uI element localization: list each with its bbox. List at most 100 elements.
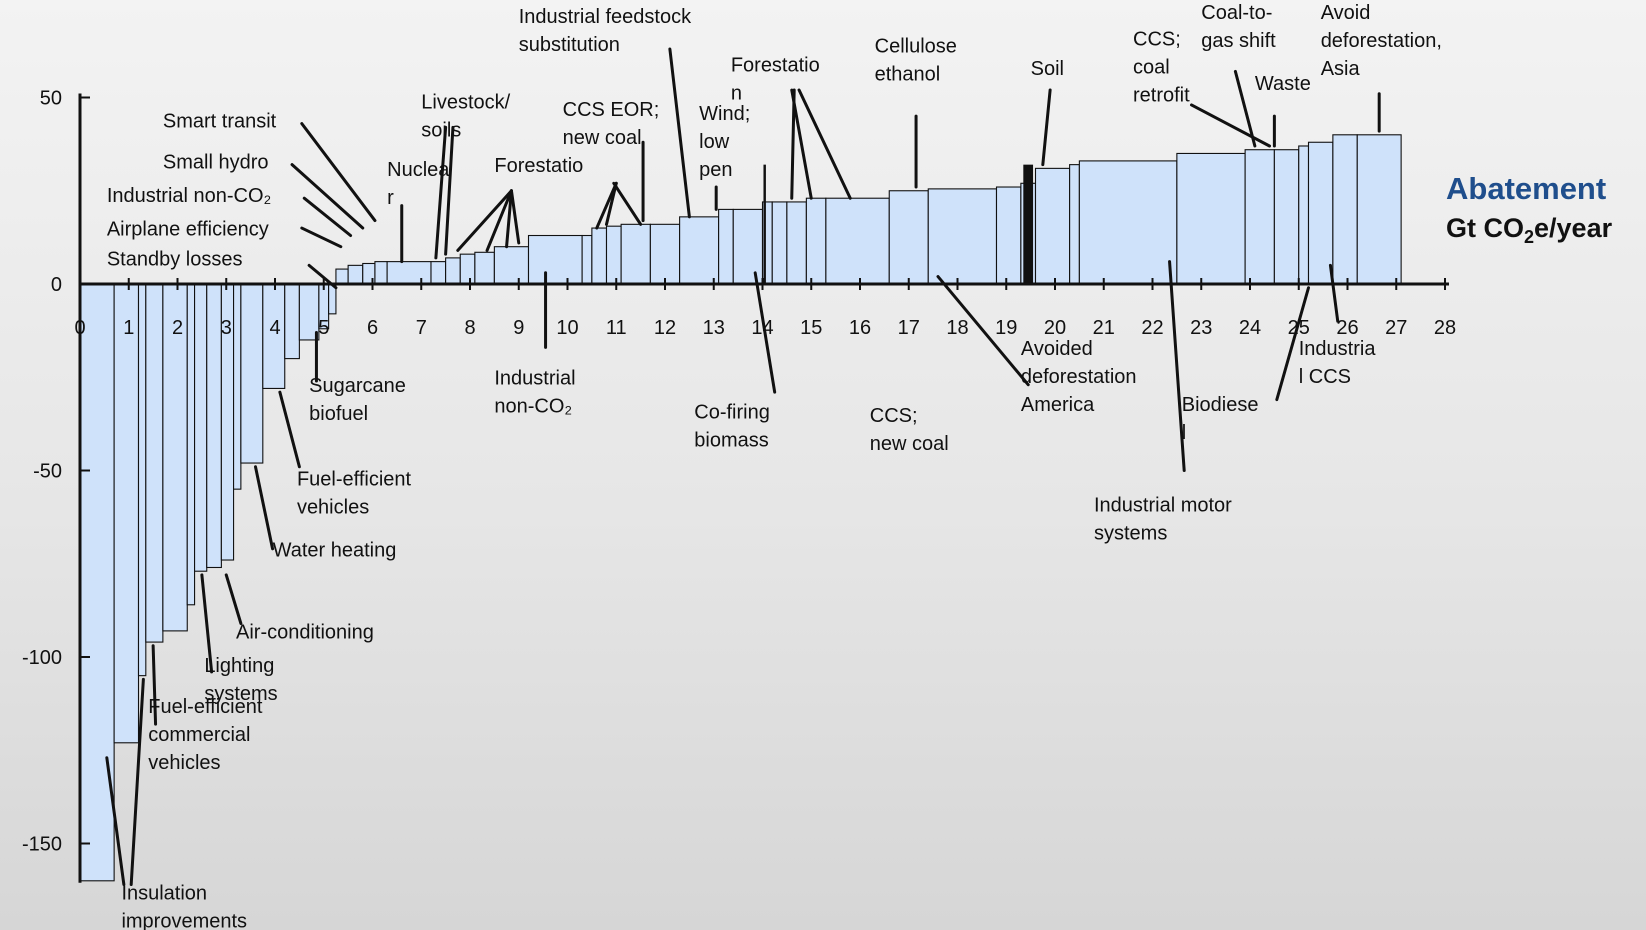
bar-47	[1176, 152, 1246, 285]
annotation-forestation-c-line-0: Forestatio	[731, 54, 820, 76]
leader-air-conditioning-0	[224, 573, 243, 625]
bar-16	[335, 268, 349, 285]
x-tick-label-1: 1	[123, 317, 134, 339]
leader-ccs-new-coal-0	[936, 275, 1030, 387]
bar-39	[825, 197, 890, 285]
bar-2	[137, 283, 147, 677]
annotation-industrial-motor-line-1: systems	[1094, 523, 1167, 545]
annotation-livestock-line-0: Livestock/	[421, 92, 510, 114]
annotation-ccs-coal-retrofit-line-1: coal	[1133, 56, 1170, 78]
bar-26	[527, 234, 583, 285]
y-tick-label-2: -50	[33, 461, 62, 483]
annotation-forestation-a-line-0: Forestatio	[494, 155, 583, 177]
unit-prefix: Gt CO	[1446, 213, 1524, 243]
bar-5	[186, 283, 196, 606]
annotation-airplane-line-0: Airplane efficiency	[107, 219, 269, 241]
leader-smart-transit-0	[300, 122, 377, 223]
x-tick-label-28: 28	[1434, 317, 1456, 339]
leader-airplane-0	[300, 226, 343, 249]
annotation-biodiesel-line-1: l	[1182, 422, 1186, 444]
y-tick-label-3: -100	[22, 647, 62, 669]
annotation-ccs-eor: CCS EOR; new coal	[563, 99, 660, 149]
bar-21	[430, 261, 447, 285]
annotation-waste: Waste	[1255, 73, 1311, 95]
annotation-wind: Wind; low pen	[699, 103, 750, 181]
bar-34	[732, 208, 764, 285]
annotation-livestock-line-1: soils	[421, 120, 461, 142]
bar-24	[474, 251, 495, 285]
x-tick-label-25: 25	[1288, 317, 1310, 339]
bar-41	[927, 188, 998, 285]
annotation-water-heating: Water heating	[273, 539, 397, 561]
x-tick-label-4: 4	[269, 317, 280, 339]
leader-insulation-1	[129, 677, 145, 887]
annotation-forestation-c: Forestatio n	[731, 54, 820, 104]
bar-40	[888, 190, 929, 285]
annotation-biodiesel: Biodiese l	[1182, 394, 1259, 444]
bar-1	[113, 283, 140, 744]
annotation-small-hydro-line-0: Small hydro	[163, 151, 269, 173]
annotation-industrial-ccs-line-0: Industria	[1299, 338, 1377, 360]
bar-51	[1307, 141, 1334, 285]
x-tick-label-15: 15	[800, 317, 822, 339]
x-tick-label-21: 21	[1093, 317, 1115, 339]
annotation-cellulose-line-0: Cellulose	[875, 36, 957, 58]
annotation-biodiesel-line-0: Biodiese	[1182, 394, 1259, 416]
unit-subscript: 2	[1524, 227, 1534, 247]
annotation-forestation-c-line-1: n	[731, 82, 742, 104]
leader-industrial-feedstock-0	[668, 47, 691, 219]
annotation-ccs-eor-line-0: CCS EOR;	[563, 99, 660, 121]
annotation-soil-line-0: Soil	[1031, 58, 1064, 80]
bar-53	[1356, 134, 1402, 285]
bar-30	[620, 223, 651, 285]
annotation-fuel-efficient-vehicles: Fuel-efficient vehicles	[297, 468, 412, 518]
annotation-ccs-coal-retrofit-line-2: retrofit	[1133, 84, 1190, 106]
bar-20	[386, 261, 432, 285]
x-tick-label-8: 8	[464, 317, 475, 339]
x-tick-label-27: 27	[1385, 317, 1407, 339]
annotation-livestock: Livestock/soils	[421, 92, 510, 142]
bar-36	[771, 201, 788, 285]
annotation-standby-losses-line-0: Standby losses	[107, 248, 243, 270]
annotation-avoid-asia-line-2: Asia	[1321, 58, 1361, 80]
x-tick-label-0: 0	[74, 317, 85, 339]
annotation-industrial-non-co2-b-line-0: Industrial	[494, 368, 575, 390]
bar-4	[162, 283, 188, 632]
bar-3	[145, 283, 164, 643]
labels-layer: Insulation improvements Fuel-efficient comm…	[107, 2, 1442, 930]
bar-28	[591, 227, 608, 285]
annotation-waste-line-0: Waste	[1255, 73, 1311, 95]
annotation-ccs-new-coal-line-1: new coal	[870, 433, 949, 455]
x-tick-label-23: 23	[1190, 317, 1212, 339]
x-tick-label-26: 26	[1336, 317, 1358, 339]
bar-7	[206, 283, 222, 569]
annotation-small-hydro: Small hydro	[163, 151, 269, 173]
x-tick-label-20: 20	[1044, 317, 1066, 339]
annotation-avoided-america: Avoided deforestation America	[1021, 338, 1137, 416]
annotation-cellulose: Cellulose ethanol	[875, 36, 957, 86]
bar-0	[79, 283, 115, 882]
y-tick-label-4: -150	[22, 834, 62, 856]
leader-forestation-c-1	[790, 88, 796, 200]
annotation-ccs-coal-retrofit: CCS; coal retrofit	[1133, 28, 1190, 106]
annotation-nuclear-line-1: r	[387, 187, 394, 209]
annotation-avoid-asia-line-1: deforestation,	[1321, 30, 1442, 52]
annotation-industrial-feedstock-line-1: substitution	[519, 34, 620, 56]
annotation-soil: Soil	[1031, 58, 1064, 80]
x-tick-label-17: 17	[898, 317, 920, 339]
annotation-insulation-line-0: Insulation	[121, 882, 207, 904]
annotation-avoid-asia: Avoid deforestation, Asia	[1321, 2, 1442, 80]
annotation-industrial-ccs: Industria l CCS	[1299, 338, 1377, 388]
bar-45	[1069, 164, 1080, 285]
x-tick-label-19: 19	[995, 317, 1017, 339]
bar-44	[1034, 167, 1071, 285]
annotation-ccs-eor-line-1: new coal	[563, 127, 642, 149]
annotation-coal-to-gas: Coal-to-gas shift	[1201, 2, 1276, 52]
bar-17	[347, 264, 364, 285]
bar-46	[1078, 160, 1178, 285]
annotation-industrial-motor: Industrial motor systems	[1094, 495, 1232, 545]
x-tick-label-12: 12	[654, 317, 676, 339]
annotation-sugarcane-line-0: Sugarcane	[309, 375, 406, 397]
x-tick-label-24: 24	[1239, 317, 1261, 339]
